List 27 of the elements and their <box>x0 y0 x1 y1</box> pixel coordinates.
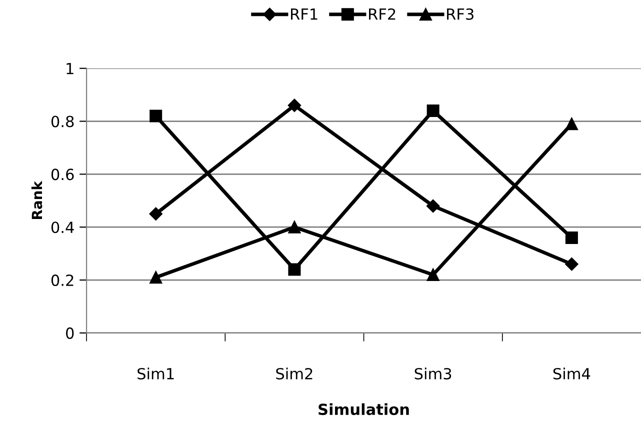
point <box>288 98 302 112</box>
y-tick-label: 0.6 <box>51 168 74 180</box>
y-tick-label: 0.4 <box>51 222 74 234</box>
point <box>565 231 578 244</box>
y-axis-title: Rank <box>31 180 42 219</box>
point <box>288 220 301 234</box>
point <box>426 199 440 213</box>
legend-label: RF1 <box>291 8 318 20</box>
point <box>288 263 301 276</box>
point <box>565 118 578 130</box>
y-tick-label: 0 <box>66 327 74 339</box>
y-tick-label: 0.2 <box>51 274 74 286</box>
legend-label: RF3 <box>447 8 474 20</box>
point <box>426 104 440 117</box>
x-tick-label: Sim4 <box>553 368 590 380</box>
x-tick-label: Sim2 <box>276 368 312 380</box>
y-tick-label: 1 <box>66 63 74 74</box>
x-tick-label: Sim3 <box>414 368 452 380</box>
point <box>565 258 578 271</box>
point <box>150 271 162 284</box>
point <box>149 207 162 220</box>
x-axis-title: Simulation <box>318 403 409 416</box>
legend-label: RF2 <box>369 8 396 20</box>
y-tick-label: 0.8 <box>51 116 74 128</box>
point <box>426 268 440 281</box>
point <box>150 110 162 122</box>
x-tick-label: Sim1 <box>138 368 174 380</box>
